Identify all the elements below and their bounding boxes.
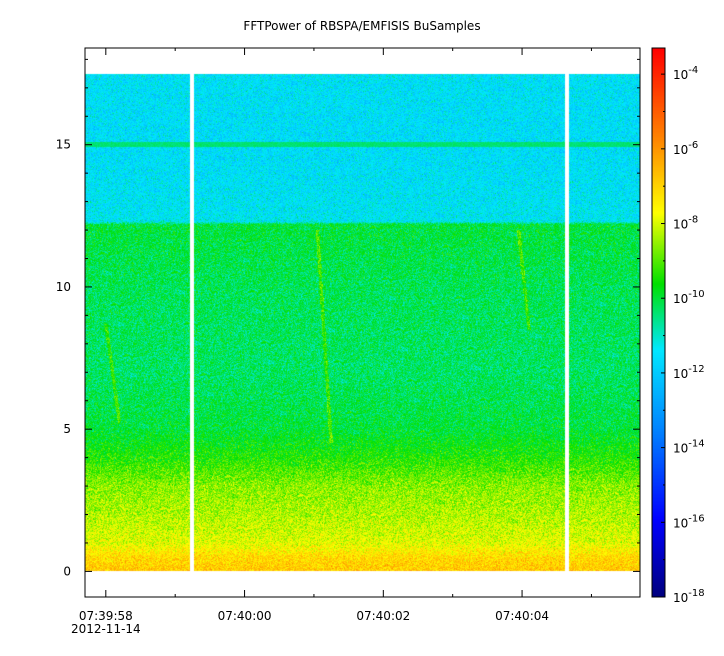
colorbar-tick-label: 10-8 (673, 215, 698, 232)
colorbar-frame (651, 47, 666, 598)
colorbar-tick-label: 10-14 (673, 439, 705, 456)
colorbar-tick-label: 10-10 (673, 289, 705, 306)
y-tick-label: 5 (63, 422, 71, 436)
colorbar-tick-label: 10-18 (673, 588, 705, 605)
x-tick-label: 07:39:58 (79, 609, 133, 623)
colorbar-tick-label: 10-4 (673, 65, 698, 82)
colorbar-gradient (652, 48, 665, 597)
plot-frame (84, 47, 641, 598)
colorbar-tick-label: 10-12 (673, 364, 705, 381)
colorbar-axis: 10-4 10-6 10-8 10-10 10-12 10-14 10-16 10-18 (661, 65, 705, 605)
y-tick-label: 0 (63, 564, 71, 578)
colorbar-tick-label: 10-6 (673, 140, 698, 157)
y-tick-label: 15 (56, 138, 71, 152)
chart-title: FFTPower of RBSPA/EMFISIS BuSamples (243, 19, 480, 33)
y-tick-label: 10 (56, 280, 71, 294)
x-tick-label: 07:40:02 (356, 609, 410, 623)
y-axis: 0 5 10 15 (56, 58, 640, 578)
x-tick-date-label: 2012-11-14 (71, 622, 141, 636)
colorbar: 10-4 10-6 10-8 10-10 10-12 10-14 10-16 10-18 (651, 47, 705, 605)
spectrogram-plot (84, 47, 641, 598)
spectrogram-image (85, 48, 640, 597)
colorbar-tick-label: 10-16 (673, 513, 705, 530)
x-tick-label: 07:40:00 (218, 609, 272, 623)
x-tick-label: 07:40:04 (495, 609, 549, 623)
